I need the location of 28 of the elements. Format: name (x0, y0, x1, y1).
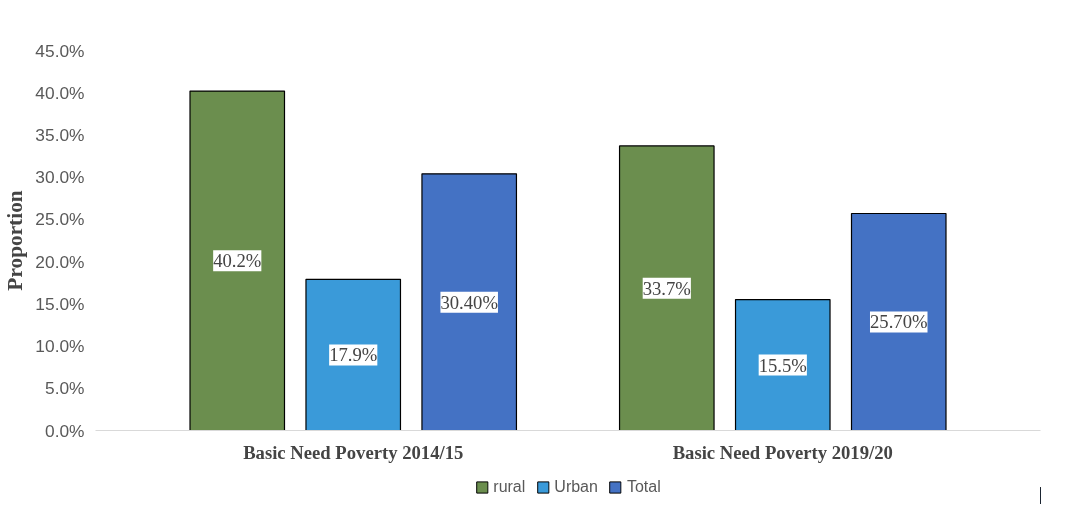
y-axis-title: Proportion (3, 190, 28, 291)
data-label: 33.7% (642, 277, 691, 299)
y-tick-label: 20.0% (35, 251, 85, 272)
data-label: 17.9% (329, 344, 378, 366)
y-tick-label: 30.0% (35, 167, 85, 188)
x-tick-label: Basic Need Poverty 2019/20 (672, 441, 893, 463)
y-tick-label: 15.0% (35, 293, 85, 314)
y-tick-label: 0.0% (45, 420, 85, 441)
bar (189, 90, 286, 431)
y-tick-label: 40.0% (35, 82, 85, 103)
legend-label: Total (626, 478, 661, 496)
bar (734, 299, 831, 431)
legend-label: rural (493, 478, 526, 496)
data-label: 30.40% (440, 291, 498, 313)
y-tick-label: 25.0% (35, 209, 85, 230)
data-label: 15.5% (758, 354, 807, 376)
y-tick-label: 45.0% (35, 40, 85, 61)
data-label: 40.2% (213, 250, 262, 272)
bar (421, 173, 518, 431)
bar (305, 278, 402, 431)
bar (850, 212, 947, 431)
y-tick-label: 35.0% (35, 124, 85, 145)
bar (618, 145, 715, 431)
x-tick-label: Basic Need Poverty 2014/15 (243, 441, 464, 463)
y-tick-label: 10.0% (35, 336, 85, 357)
legend-label: Urban (554, 478, 598, 496)
data-label: 25.70% (869, 311, 928, 333)
y-tick-label: 5.0% (45, 378, 85, 399)
